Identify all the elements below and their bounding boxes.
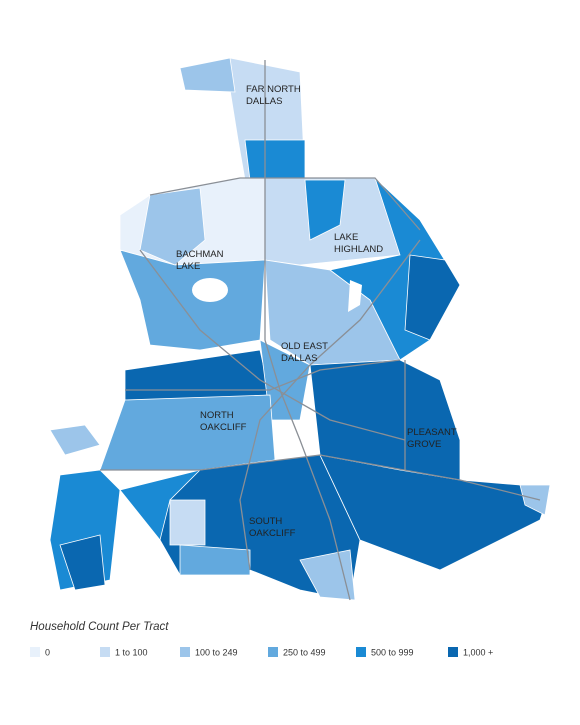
area-label: OAKCLIFF <box>200 422 247 433</box>
area-label: LAKE <box>176 261 200 272</box>
area-label: FAR NORTH <box>246 84 301 95</box>
tract <box>49 424 101 456</box>
tract <box>304 179 346 241</box>
legend-title: Household Count Per Tract <box>30 621 169 633</box>
tract <box>179 544 251 576</box>
area-label: SOUTH <box>249 516 282 527</box>
legend-label: 0 <box>45 647 50 657</box>
area-label: OLD EAST <box>281 341 328 352</box>
area-label: OAKCLIFF <box>249 528 296 539</box>
tract <box>99 394 276 471</box>
area-label: PLEASANT <box>407 427 457 438</box>
road <box>139 249 406 441</box>
lake <box>192 278 228 302</box>
legend-label: 1 to 100 <box>115 647 148 657</box>
area-label: NORTH <box>200 410 234 421</box>
tract <box>59 534 106 591</box>
tract <box>169 499 206 546</box>
lake <box>348 280 362 312</box>
legend-swatch <box>30 647 40 657</box>
legend-swatch <box>356 647 366 657</box>
legend-swatch <box>180 647 190 657</box>
legend-label: 1,000 + <box>463 647 493 657</box>
area-label: DALLAS <box>281 353 317 364</box>
legend-swatch <box>100 647 110 657</box>
tract <box>119 249 266 351</box>
tract <box>519 484 551 516</box>
area-label: HIGHLAND <box>334 244 383 255</box>
tract <box>259 339 311 421</box>
legend-label: 250 to 499 <box>283 647 326 657</box>
area-label: LAKE <box>334 232 358 243</box>
road <box>125 359 401 391</box>
roads <box>100 60 541 601</box>
legend-swatch <box>448 647 458 657</box>
tract <box>179 57 236 93</box>
road <box>100 454 541 501</box>
tracts <box>49 57 551 601</box>
area-label: BACHMAN <box>176 249 224 260</box>
tract <box>124 349 271 401</box>
legend-label: 100 to 249 <box>195 647 238 657</box>
tract <box>244 139 306 181</box>
area-label: DALLAS <box>246 96 282 107</box>
tract <box>404 254 461 341</box>
legend: Household Count Per Tract 0 1 to 100 100 t… <box>30 621 493 657</box>
road <box>264 60 351 601</box>
road <box>149 177 421 231</box>
area-label: GROVE <box>407 439 441 450</box>
legend-swatch <box>268 647 278 657</box>
legend-label: 500 to 999 <box>371 647 414 657</box>
road <box>239 239 421 571</box>
tract <box>139 187 206 266</box>
area-labels: FAR NORTHDALLASLAKEHIGHLANDBACHMANLAKEOL… <box>176 84 457 539</box>
